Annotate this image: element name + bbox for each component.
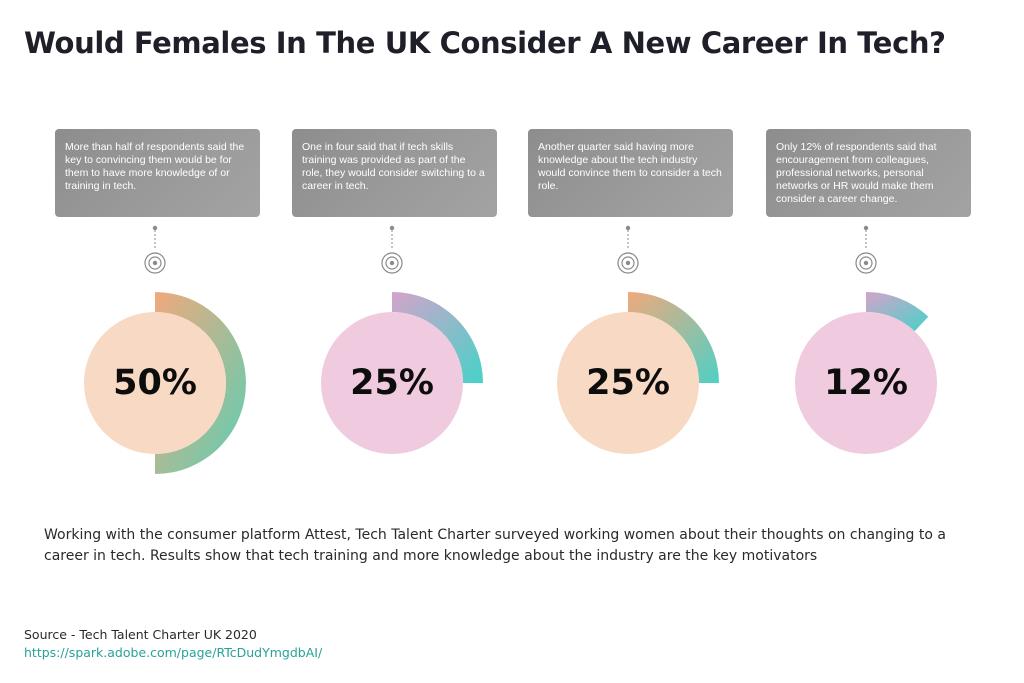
inner-circle <box>84 312 226 454</box>
percent-label: 50% <box>113 363 197 403</box>
callout-box: More than half of respondents said the k… <box>55 129 260 217</box>
target-icon <box>381 225 403 274</box>
target-icon <box>617 225 639 274</box>
donut-chart: 50% <box>55 283 255 483</box>
value-arc <box>392 292 483 383</box>
value-arc <box>866 292 929 332</box>
donut-chart: 12% <box>766 283 966 483</box>
source-text: Source - Tech Talent Charter UK 2020 <box>24 627 257 642</box>
page-title: Would Females In The UK Consider A New C… <box>24 26 946 60</box>
donut-chart: 25% <box>292 283 492 483</box>
percent-label: 25% <box>350 363 434 403</box>
target-icon <box>144 225 166 274</box>
callout-box: Another quarter said having more knowled… <box>528 129 733 217</box>
callout-box: Only 12% of respondents said that encour… <box>766 129 971 217</box>
description: Working with the consumer platform Attes… <box>44 527 946 564</box>
inner-circle <box>557 312 699 454</box>
value-arc <box>628 292 719 383</box>
percent-label: 12% <box>824 363 908 403</box>
callout-box: One in four said that if tech skills tra… <box>292 129 497 217</box>
target-icon <box>855 225 877 274</box>
value-arc <box>155 292 246 474</box>
inner-circle <box>795 312 937 454</box>
source-link[interactable]: https://spark.adobe.com/page/RTcDudYmgdb… <box>24 645 323 660</box>
inner-circle <box>321 312 463 454</box>
donut-chart: 25% <box>528 283 728 483</box>
percent-label: 25% <box>586 363 670 403</box>
